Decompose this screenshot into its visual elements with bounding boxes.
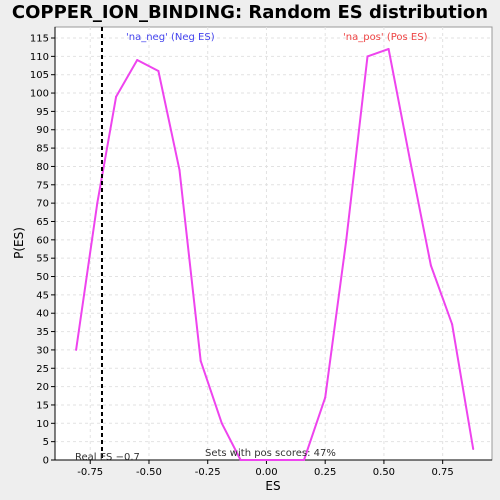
y-tick-label: 10 (36, 419, 49, 430)
y-tick-label: 115 (30, 34, 49, 45)
x-tick-label: 0.25 (314, 467, 336, 478)
y-tick-label: 90 (36, 125, 49, 136)
y-tick-label: 50 (36, 272, 49, 283)
y-tick-label: 60 (36, 235, 49, 246)
y-tick-label: 75 (36, 180, 49, 191)
data-point (387, 48, 390, 51)
y-tick-label: 40 (36, 309, 49, 320)
data-point (451, 323, 454, 326)
x-tick-label: -0.25 (195, 467, 221, 478)
data-point (408, 158, 411, 161)
data-point (220, 422, 223, 425)
y-tick-label: 45 (36, 290, 49, 301)
y-tick-label: 110 (30, 52, 49, 63)
x-tick-label: -0.75 (77, 467, 103, 478)
neg-es-annotation: 'na_neg' (Neg ES) (126, 32, 215, 43)
data-point (157, 70, 160, 73)
plot-area (54, 26, 493, 461)
pos-scores-annotation: Sets with pos scores: 47% (205, 448, 336, 459)
data-point (303, 459, 306, 461)
y-tick-label: 85 (36, 144, 49, 155)
y-tick-label: 25 (36, 364, 49, 375)
real-es-annotation: Real ES −0.7 (75, 452, 140, 463)
y-tick-label: 35 (36, 327, 49, 338)
data-point (429, 264, 432, 267)
y-tick-label: 105 (30, 70, 49, 81)
x-tick-label: 0.50 (373, 467, 395, 478)
y-tick-label: 80 (36, 162, 49, 173)
y-tick-label: 100 (30, 89, 49, 100)
y-tick-label: 15 (36, 400, 49, 411)
y-axis-label: P(ES) (12, 227, 26, 259)
x-tick-label: 0.00 (255, 467, 277, 478)
y-tick-label: 55 (36, 254, 49, 265)
chart-title: COPPER_ION_BINDING: Random ES distributi… (12, 2, 488, 23)
y-tick-label: 20 (36, 382, 49, 393)
x-tick-label: 0.75 (432, 467, 454, 478)
y-tick-label: 0 (43, 456, 49, 467)
data-point (115, 95, 118, 98)
data-point (281, 459, 284, 461)
es-distribution-line (75, 48, 475, 461)
data-point (366, 55, 369, 58)
data-point (472, 447, 475, 450)
x-axis-label: ES (265, 479, 280, 493)
pos-es-annotation: 'na_pos' (Pos ES) (343, 32, 428, 43)
data-point (199, 359, 202, 362)
tick-layer: 0 5 10 15 20 25 30 35 40 45 50 55 60 65 70 75 80 85 90 95 10… (30, 34, 454, 478)
data-point (178, 169, 181, 172)
y-tick-label: 95 (36, 107, 49, 118)
y-tick-label: 5 (43, 437, 49, 448)
y-tick-label: 30 (36, 345, 49, 356)
data-point (75, 348, 78, 351)
data-point (96, 202, 99, 205)
y-tick-label: 70 (36, 199, 49, 210)
data-point (324, 396, 327, 399)
data-point (345, 238, 348, 241)
y-tick-label: 65 (36, 217, 49, 228)
data-point (136, 59, 139, 62)
data-point (260, 459, 263, 461)
series-layer (75, 48, 475, 461)
x-tick-label: -0.50 (136, 467, 162, 478)
grid-layer (55, 27, 492, 461)
data-point (239, 459, 242, 461)
